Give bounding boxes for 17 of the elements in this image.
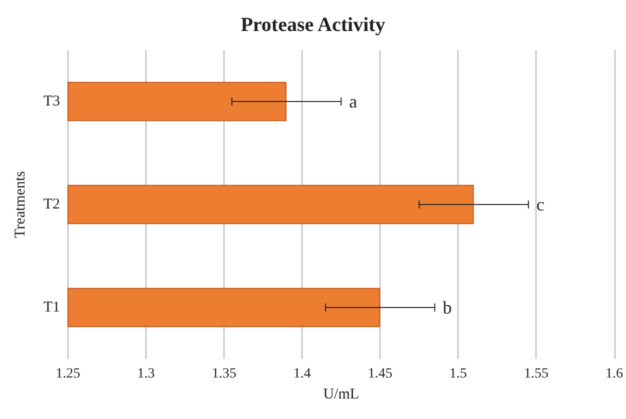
chart-title: Protease Activity xyxy=(240,14,386,36)
y-tick-label: T2 xyxy=(43,196,60,212)
x-tick-label: 1.35 xyxy=(212,366,236,382)
x-tick-label: 1.3 xyxy=(137,366,155,382)
x-tick-label: 1.45 xyxy=(368,366,392,382)
y-tick-label: T3 xyxy=(43,94,60,110)
annotation: c xyxy=(536,194,544,214)
y-axis-title: Treatments xyxy=(12,170,28,238)
x-tick-label: 1.4 xyxy=(293,366,311,382)
x-axis-title: U/mL xyxy=(323,386,360,402)
x-tick-label: 1.55 xyxy=(524,366,548,382)
x-tick-label: 1.5 xyxy=(449,366,467,382)
annotation: b xyxy=(442,298,452,318)
annotation: a xyxy=(349,92,358,112)
x-tick-label: 1.6 xyxy=(606,366,623,382)
x-tick-label: 1.25 xyxy=(56,366,80,382)
y-tick-label: T1 xyxy=(43,300,60,316)
